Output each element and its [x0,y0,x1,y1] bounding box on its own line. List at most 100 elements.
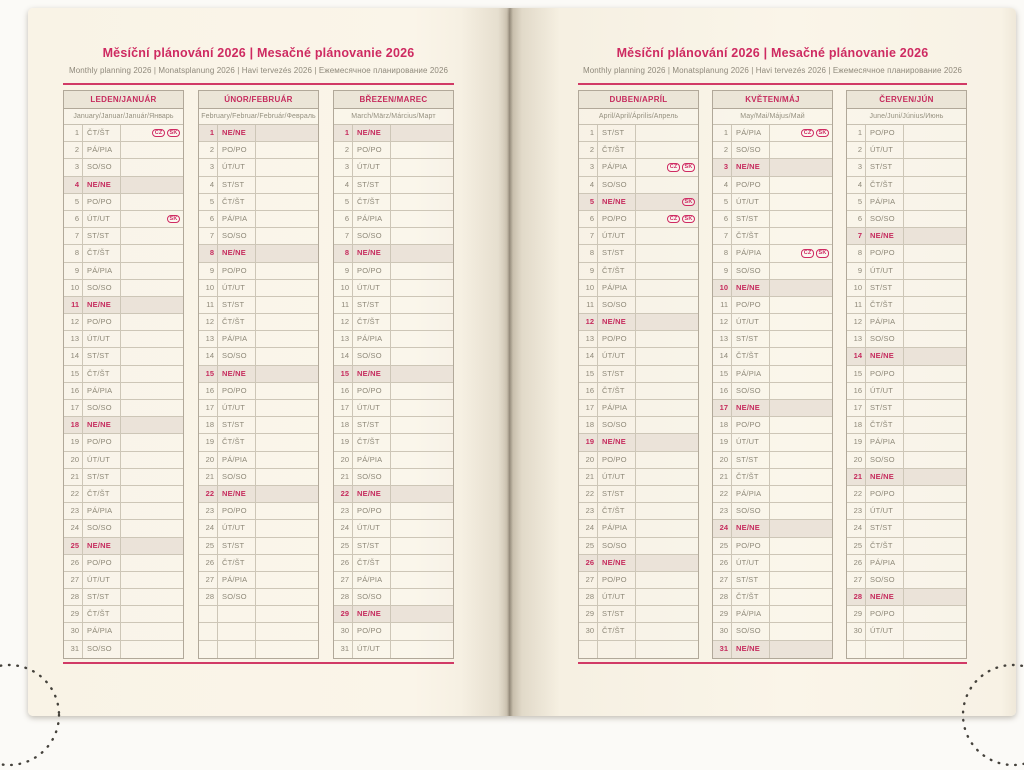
notes-cell [121,434,183,450]
day-number: 15 [64,365,83,382]
day-label: ST/ST [218,537,256,554]
day-number: 28 [579,589,598,606]
day-row: 27 PÁ/PIA [199,571,318,590]
day-number: 17 [64,400,83,417]
day-label: PO/PO [83,554,121,571]
day-number: 21 [334,468,353,485]
day-label: NE/NE [598,314,636,331]
day-number: 28 [334,589,353,606]
notes-cell [904,434,966,450]
day-number: 21 [64,468,83,485]
day-number: 7 [713,228,732,245]
day-label: PÁ/PIA [353,210,391,228]
day-label: PO/PO [353,262,391,279]
notes-cell [904,348,966,364]
day-number: 5 [847,193,866,210]
month-subheader: February/Februar/Február/Февраль [199,109,318,125]
month-subheader: April/April/Április/Апрель [579,109,698,125]
page-title: Měsíční plánování 2026 | Mesačné plánova… [616,46,929,60]
day-label: ÚT/UT [598,468,636,485]
day-label: ÚT/UT [83,451,121,468]
day-number: 15 [199,365,218,382]
day-row: 6 PO/PO CZ SK [579,210,698,229]
day-row: 6 ÚT/UT SK [64,210,183,229]
notes-cell: SK [121,211,183,227]
cz-holiday-badge: CZ [152,128,165,138]
notes-cell [391,228,453,244]
day-row: 23 ÚT/UT [847,503,966,521]
notes-cell [121,331,183,347]
day-number: 4 [713,176,732,193]
notes-cell [256,486,318,502]
day-row: 19 ČT/ŠT [199,434,318,452]
notes-cell [770,589,832,605]
notes-cell [636,280,698,296]
notes-cell [121,417,183,433]
notes-cell [904,263,966,279]
notes-cell [904,280,966,296]
day-label: PÁ/PIA [218,210,256,228]
day-number: 11 [334,296,353,314]
notes-cell [121,263,183,279]
day-label: ST/ST [218,417,256,434]
day-row: 8 PÁ/PIA CZ SK [713,245,832,263]
day-label: PÁ/PIA [732,485,770,503]
day-label: PO/PO [83,314,121,331]
day-label: PÁ/PIA [866,554,904,571]
day-label: NE/NE [353,606,391,623]
day-row: 30 PÁ/PIA [64,623,183,641]
day-label: ČT/ŠT [732,228,770,245]
notes-cell [256,348,318,364]
day-number: 31 [713,640,732,658]
notes-cell [770,520,832,536]
month-header: DUBEN/APRÍL [579,91,698,109]
day-label: ÚT/UT [866,262,904,279]
day-label: PO/PO [866,125,904,142]
day-row: 1 PÁ/PIA CZ SK [713,125,832,143]
day-label: ČT/ŠT [353,434,391,451]
notes-cell [391,641,453,658]
day-label: ST/ST [353,417,391,434]
day-label: PÁ/PIA [83,503,121,520]
month-table-january: LEDEN/JANUÁR January/Januar/Január/Январ… [63,90,184,659]
day-label: NE/NE [353,125,391,142]
day-number: 4 [334,176,353,193]
notes-cell [770,366,832,382]
day-row: 9 PO/PO [199,262,318,280]
day-row: 2 PO/PO [334,142,453,160]
day-number: 7 [847,228,866,245]
day-row: 25 ČT/ŠT [847,537,966,555]
day-number: 30 [64,623,83,640]
notes-cell: CZ SK [770,245,832,261]
day-number: 20 [334,451,353,468]
day-label: SO/SO [866,331,904,348]
day-number: 17 [579,400,598,417]
day-label: PO/PO [732,176,770,193]
day-label: ST/ST [598,606,636,623]
day-row: 4 NE/NE [64,176,183,194]
notes-cell [770,469,832,485]
day-label: PO/PO [866,485,904,503]
day-row: 24 ST/ST [847,520,966,538]
notes-cell [636,555,698,571]
day-label: ST/ST [732,210,770,228]
day-row: 6 ST/ST [713,210,832,229]
day-label: NE/NE [732,640,770,658]
notes-cell [770,555,832,571]
day-label: ČT/ŠT [83,606,121,623]
notes-cell [770,263,832,279]
day-number: 17 [713,400,732,417]
notes-cell [256,331,318,347]
day-row: 4 SO/SO [579,176,698,194]
day-row: 30 SO/SO [713,623,832,641]
day-label: ÚT/UT [83,571,121,589]
day-label: NE/NE [732,279,770,296]
notes-cell [256,245,318,261]
day-row: 23 ČT/ŠT [579,503,698,521]
notes-cell [121,366,183,382]
day-number: 10 [847,279,866,296]
day-number: 17 [847,400,866,417]
day-number: 22 [64,485,83,503]
notes-cell [636,263,698,279]
day-label: ČT/ŠT [866,417,904,434]
